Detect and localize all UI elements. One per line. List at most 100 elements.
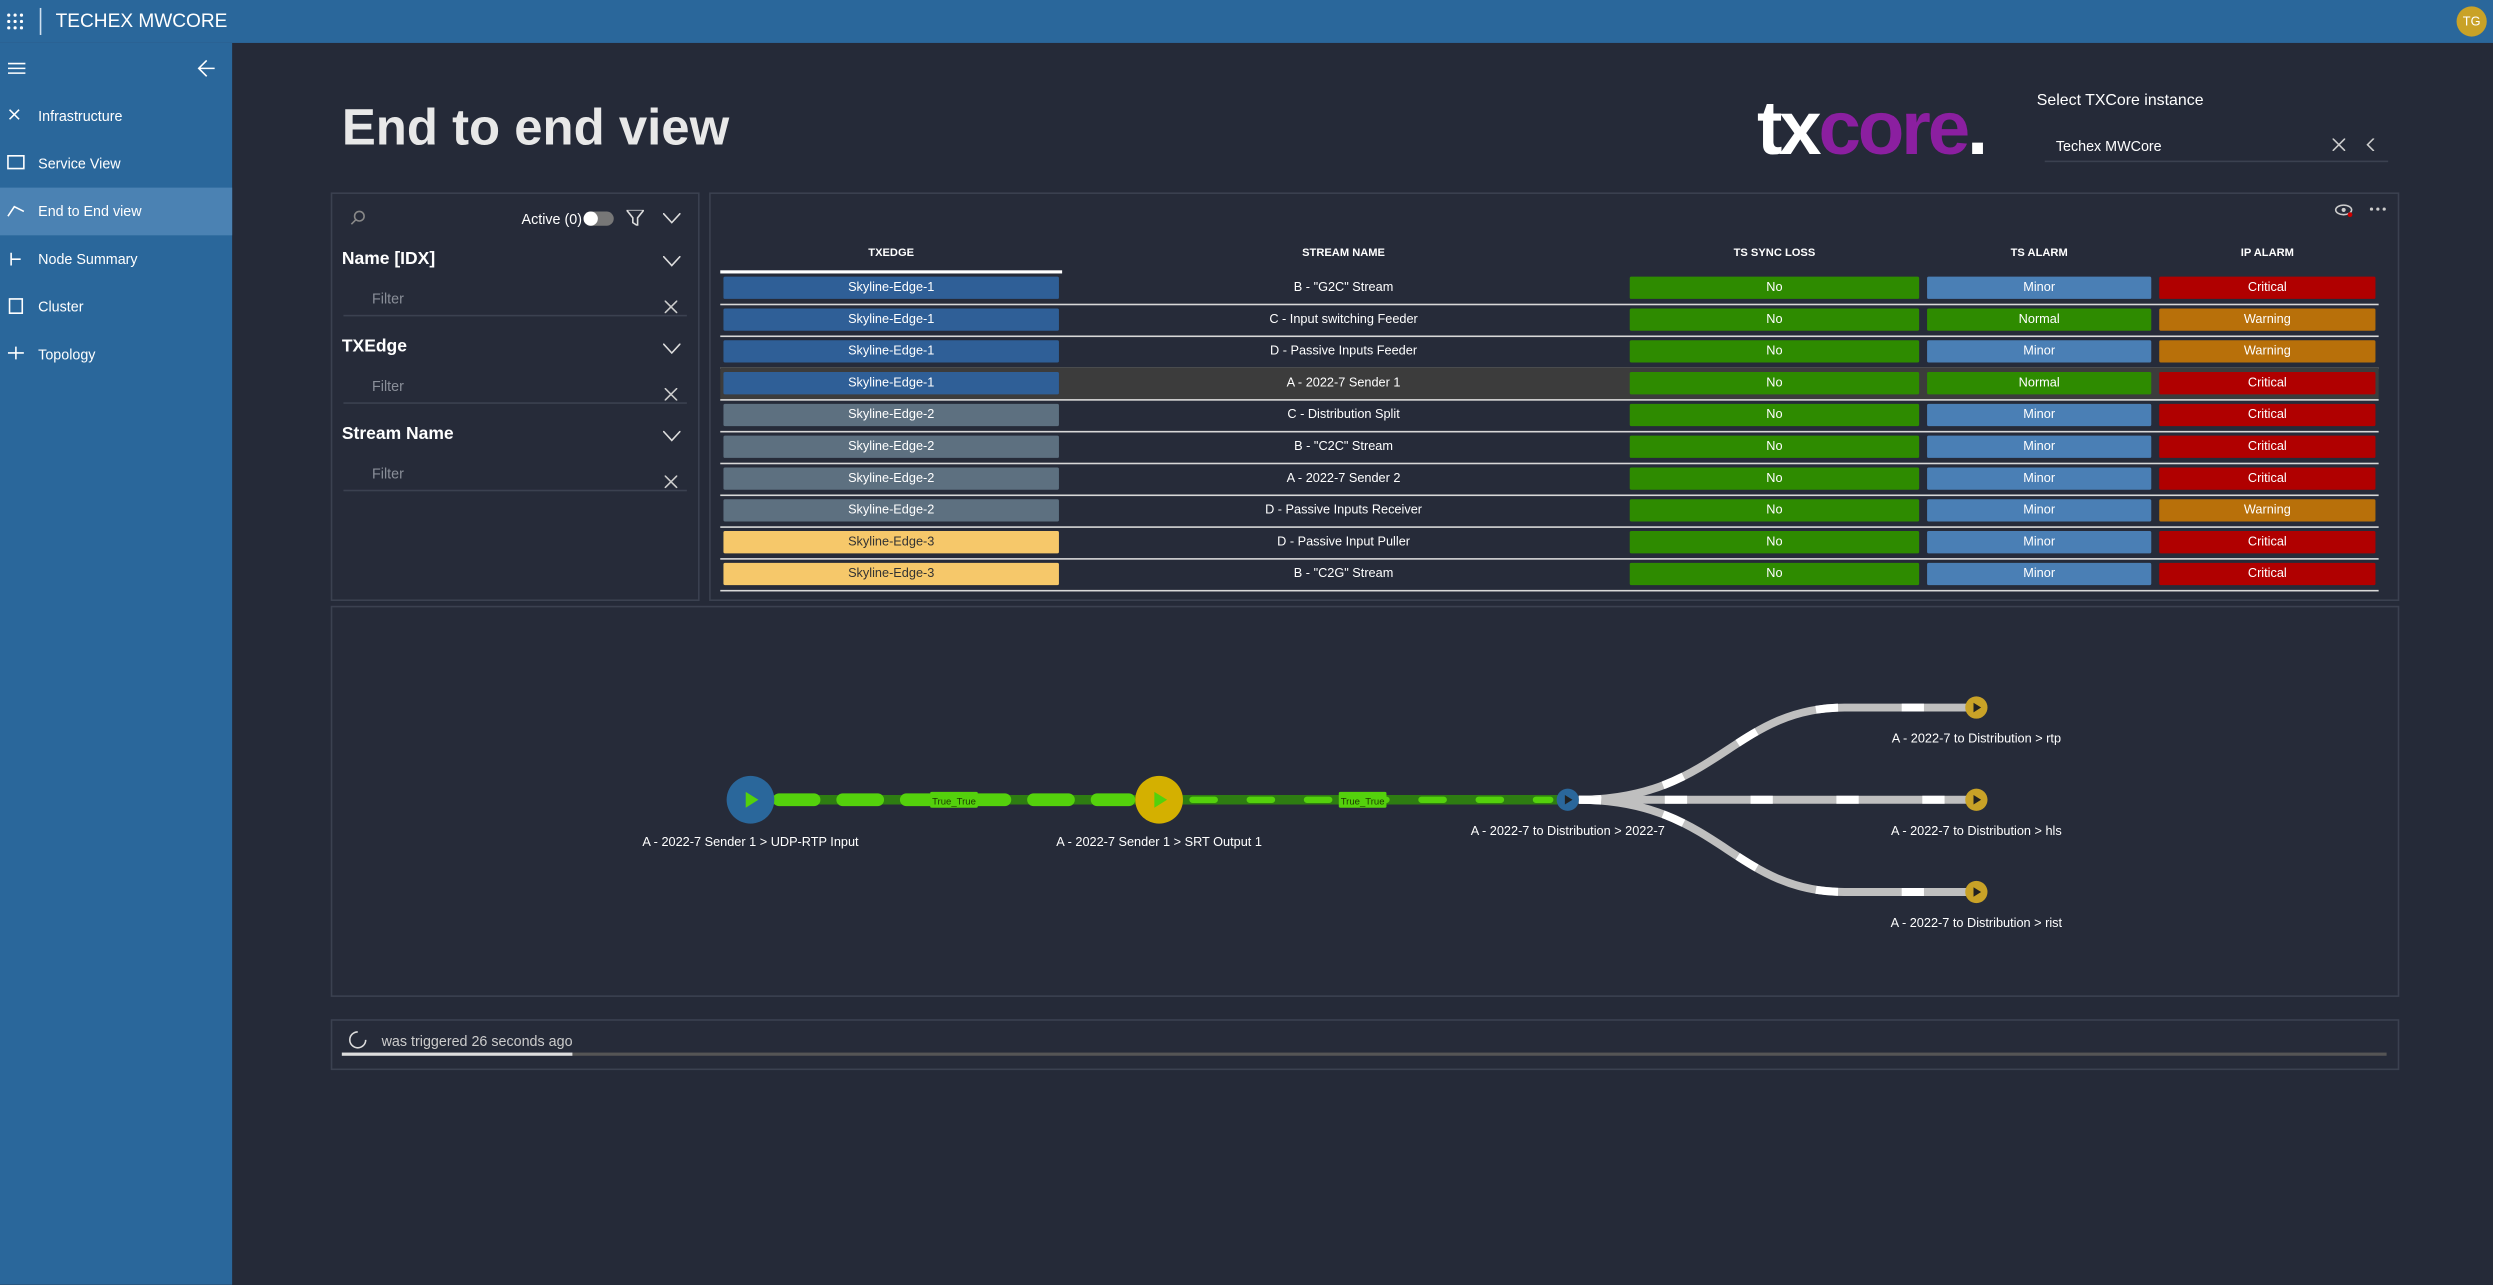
nav-label: Topology xyxy=(38,346,96,363)
table-cell: No xyxy=(1629,276,1920,299)
instance-select[interactable]: Techex MWCore xyxy=(2044,129,2389,163)
top-bar: TECHEX MWCORE TG xyxy=(0,0,2493,43)
avatar[interactable]: TG xyxy=(2456,6,2487,37)
table-cell: Skyline-Edge-2 xyxy=(723,467,1059,490)
clear[interactable] xyxy=(664,467,678,489)
filter-input[interactable]: Filter xyxy=(343,370,687,404)
column-header[interactable]: TS SYNC LOSS xyxy=(1733,248,1816,260)
nav-item[interactable]: Cluster xyxy=(0,283,232,331)
table-row[interactable]: Skyline-Edge-1 C - Input switching Feeder… xyxy=(720,304,2379,338)
column-header[interactable]: STREAM NAME xyxy=(1302,248,1385,260)
filter-icon[interactable] xyxy=(626,209,644,226)
table-cell: Critical xyxy=(2159,372,2376,395)
nav-item[interactable]: Infrastructure xyxy=(0,92,232,140)
search-icon[interactable] xyxy=(350,210,366,226)
refresh-icon[interactable] xyxy=(348,1030,367,1049)
status-text: was triggered 26 seconds ago xyxy=(381,1033,573,1050)
table-cell: Warning xyxy=(2159,308,2376,331)
expand[interactable] xyxy=(662,342,682,355)
nav-item[interactable]: Service View xyxy=(0,140,232,188)
table-row[interactable]: Skyline-Edge-3 D - Passive Input Puller No… xyxy=(720,526,2379,560)
table-cell: Minor xyxy=(1927,340,2152,363)
table-cell: Skyline-Edge-2 xyxy=(723,403,1059,427)
filter-placeholder: Filter xyxy=(372,290,404,307)
collapse-icon[interactable] xyxy=(197,59,216,78)
table-cell: Skyline-Edge-1 xyxy=(723,276,1059,299)
chevron-icon[interactable] xyxy=(2366,138,2376,152)
nav-label: Node Summary xyxy=(38,251,138,268)
table-cell: Critical xyxy=(2159,435,2376,458)
expand-icon[interactable] xyxy=(663,213,681,224)
table-cell: No xyxy=(1629,308,1920,331)
nav-label: Cluster xyxy=(38,298,84,315)
expand[interactable] xyxy=(662,254,682,267)
table-cell: B - "G2C" Stream xyxy=(1293,279,1394,295)
expand[interactable] xyxy=(662,429,682,442)
table-row[interactable]: Skyline-Edge-1 D - Passive Inputs Feeder N… xyxy=(720,335,2379,369)
column-header[interactable]: TXEDGE xyxy=(868,248,915,260)
toggle[interactable] xyxy=(583,211,614,226)
nav-icon xyxy=(10,252,21,266)
table-cell: Minor xyxy=(1927,403,2152,427)
table-row[interactable]: Skyline-Edge-1 A - 2022-7 Sender 1 No Norma… xyxy=(720,367,2379,401)
nav-icon xyxy=(7,155,25,170)
table-row[interactable]: Skyline-Edge-3 B - "C2G" Stream No Minor Cri… xyxy=(720,558,2379,592)
table-row[interactable]: Skyline-Edge-2 C - Distribution Split No Mi… xyxy=(720,399,2379,433)
nav-item[interactable]: Node Summary xyxy=(0,235,232,283)
table-cell: Critical xyxy=(2159,403,2376,427)
clear-icon[interactable] xyxy=(2332,138,2346,152)
table-cell: Warning xyxy=(2159,499,2376,522)
sidebar xyxy=(0,42,233,1285)
table-row[interactable]: Skyline-Edge-2 B - "C2C" Stream No Minor Cri… xyxy=(720,431,2379,465)
table-row[interactable]: Skyline-Edge-2 A - 2022-7 Sender 2 No Minor… xyxy=(720,463,2379,497)
table-cell: C - Input switching Feeder xyxy=(1269,311,1418,326)
table-cell: D - Passive Input Puller xyxy=(1277,534,1411,549)
nav-icon xyxy=(8,298,24,315)
table-cell: A - 2022-7 Sender 2 xyxy=(1286,470,1401,485)
table-cell: Skyline-Edge-2 xyxy=(723,499,1059,522)
apps-icon[interactable] xyxy=(6,13,24,30)
table-cell: C - Distribution Split xyxy=(1287,407,1400,422)
filter-placeholder: Filter xyxy=(372,465,404,482)
table-cell: Skyline-Edge-1 xyxy=(723,340,1059,363)
table-cell: Minor xyxy=(1927,276,2152,299)
toggle-knob xyxy=(583,211,598,226)
table-cell: Normal xyxy=(1927,372,2152,395)
logo-tx: tx xyxy=(1756,87,1822,172)
table-cell: No xyxy=(1629,372,1920,395)
filter-input[interactable]: Filter xyxy=(343,458,687,492)
logo-dot: . xyxy=(1966,87,1988,172)
table-row[interactable]: Skyline-Edge-2 D - Passive Inputs Receive… xyxy=(720,494,2379,528)
table-cell: Skyline-Edge-3 xyxy=(723,531,1059,554)
column-header[interactable]: IP ALARM xyxy=(2240,248,2294,260)
instance-value: Techex MWCore xyxy=(2055,138,2162,155)
table-cell: Minor xyxy=(1927,499,2152,522)
table-row[interactable]: Skyline-Edge-1 B - "G2C" Stream No Minor Cri… xyxy=(720,272,2379,306)
nav-item[interactable]: End to End view xyxy=(0,187,233,236)
status-panel xyxy=(330,1019,2400,1071)
more-icon[interactable] xyxy=(2369,207,2386,212)
column-header[interactable]: TS ALARM xyxy=(2010,248,2068,260)
clear[interactable] xyxy=(664,293,678,314)
table-cell: No xyxy=(1629,499,1920,522)
menu-icon[interactable] xyxy=(7,62,26,75)
table-cell: No xyxy=(1629,340,1920,363)
nav-item[interactable]: Topology xyxy=(0,331,232,379)
table-cell: Minor xyxy=(1927,562,2152,586)
divider xyxy=(39,7,42,35)
table-cell: Minor xyxy=(1927,467,2152,490)
progress-fill xyxy=(341,1052,573,1056)
table-cell: Critical xyxy=(2159,531,2376,554)
visibility-icon[interactable] xyxy=(2334,202,2353,218)
filter-section-title: TXEdge xyxy=(341,337,407,357)
clear[interactable] xyxy=(664,380,678,402)
logo-core: core xyxy=(1818,87,1970,172)
active-toggle-label: Active (0) xyxy=(521,211,582,228)
diagram-panel xyxy=(330,605,2400,997)
nav-label: Infrastructure xyxy=(38,108,123,125)
instance-label: Select TXCore instance xyxy=(2036,92,2204,110)
filter-input[interactable]: Filter xyxy=(343,283,687,317)
app-title: TECHEX MWCORE xyxy=(55,9,228,32)
